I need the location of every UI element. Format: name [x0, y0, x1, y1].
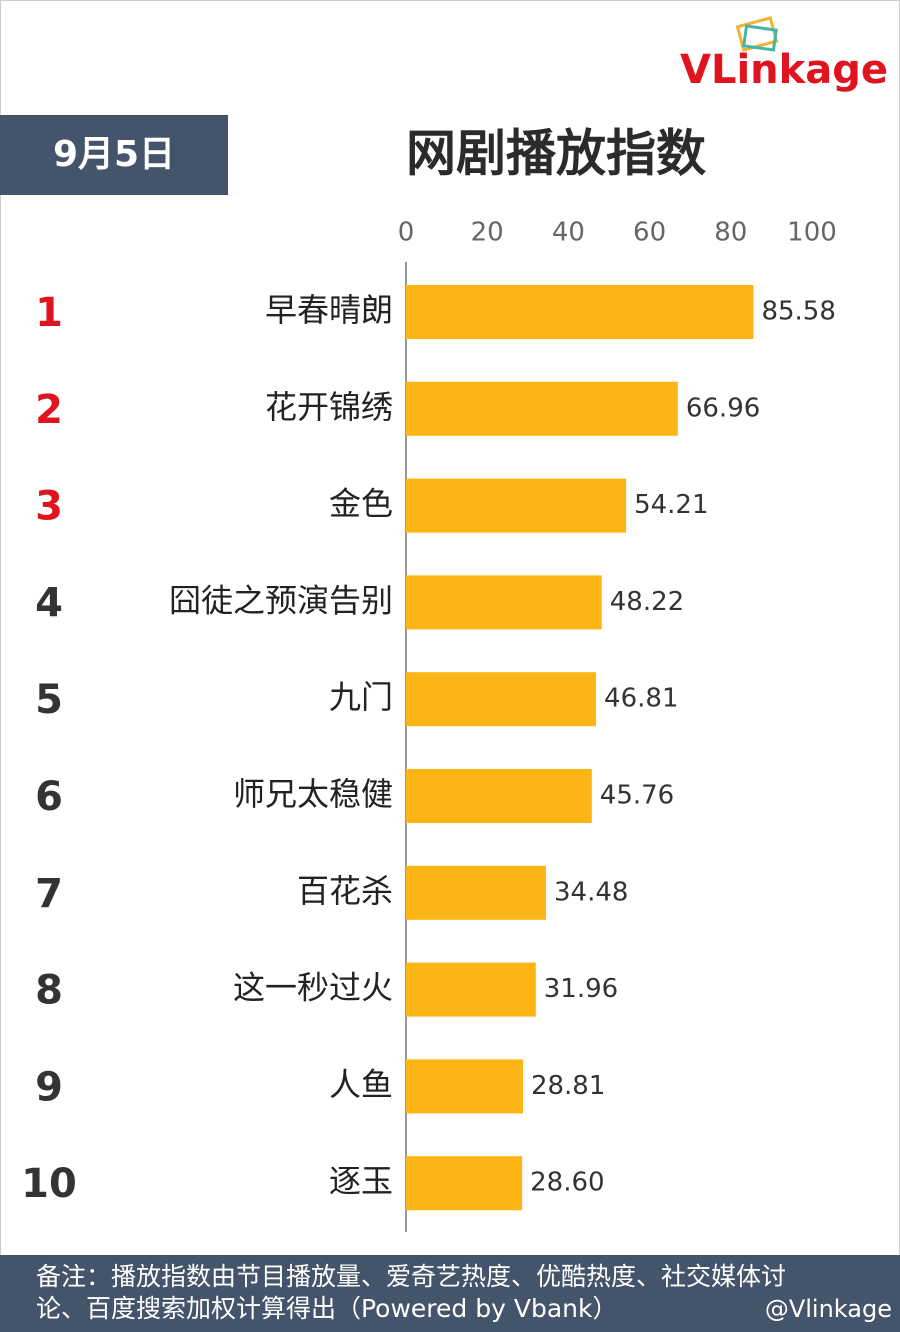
logo-icon: [742, 24, 778, 52]
y-tick-label: 人鱼: [329, 1065, 393, 1103]
rank: 5: [35, 677, 63, 723]
chart-title: 网剧播放指数: [406, 125, 706, 183]
x-tick-label: 20: [471, 218, 504, 248]
rank: 10: [21, 1161, 77, 1207]
y-tick-label: 师兄太稳健: [233, 775, 393, 813]
value-label: 54.21: [634, 490, 708, 520]
y-tick-label: 早春晴朗: [265, 291, 393, 329]
value-label: 66.96: [686, 393, 760, 423]
rank: 4: [35, 580, 63, 626]
y-tick-label: 这一秒过火: [233, 969, 393, 1007]
y-tick-label: 囧徒之预演告别: [169, 581, 393, 619]
bar: [406, 285, 754, 339]
y-tick-label: 花开锦绣: [265, 388, 393, 426]
watermark: @Vlinkage: [765, 1295, 892, 1323]
y-tick-label: 九门: [329, 678, 393, 716]
bar: [406, 381, 678, 436]
x-tick-label: 100: [787, 218, 837, 248]
bar: [406, 962, 536, 1017]
rank: 1: [35, 290, 63, 336]
value-label: 45.76: [600, 781, 674, 811]
rank: 7: [35, 871, 63, 917]
footer: [0, 1255, 900, 1332]
note: 论、百度搜索加权计算得出（Powered by Vbank）: [36, 1294, 617, 1323]
rank: 9: [35, 1064, 63, 1110]
x-tick-label: 0: [398, 218, 415, 248]
x-tick-label: 40: [552, 218, 585, 248]
y-tick-label: 逐玉: [329, 1162, 393, 1200]
bar: [406, 769, 592, 823]
rank: 2: [35, 387, 63, 433]
value-label: 85.58: [761, 297, 835, 327]
y-tick-label: 金色: [329, 485, 393, 523]
y-tick-label: 百花杀: [297, 872, 393, 910]
value-label: 28.60: [530, 1168, 604, 1198]
x-tick-label: 60: [633, 218, 666, 248]
rank: 6: [35, 774, 63, 820]
value-label: 34.48: [554, 877, 628, 907]
rank: 8: [35, 968, 63, 1014]
value-label: 48.22: [610, 587, 684, 617]
bar: [406, 1059, 523, 1114]
note: 备注：播放指数由节目播放量、爱奇艺热度、优酷热度、社交媒体讨: [36, 1262, 786, 1291]
bar: [406, 575, 602, 630]
bar: [406, 865, 546, 920]
value-label: 31.96: [544, 974, 618, 1004]
bar: [406, 672, 597, 727]
x-tick-label: 80: [714, 218, 747, 248]
value-label: 28.81: [531, 1071, 605, 1101]
bar: [406, 1156, 523, 1211]
date-box: [0, 115, 228, 195]
logo: VLinkage: [680, 47, 888, 93]
value-label: 46.81: [604, 684, 678, 714]
date: 9月5日: [53, 134, 175, 175]
bar: [406, 478, 627, 533]
rank: 3: [35, 484, 63, 530]
